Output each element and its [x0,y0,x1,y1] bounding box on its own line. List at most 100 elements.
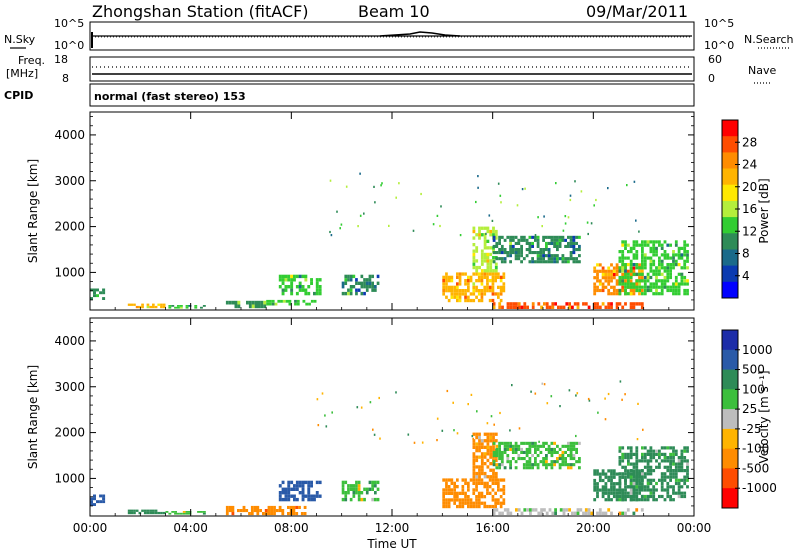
data-cell [141,509,144,512]
data-cell [517,454,521,458]
data-cell [610,478,613,483]
data-cell [677,253,681,257]
data-cell [483,275,487,279]
data-cell [629,449,633,453]
data-cell [640,302,644,306]
data-cell [666,285,670,289]
data-cell [641,485,644,489]
data-cell [102,500,106,504]
data-cell [344,281,348,285]
data-cell [621,240,625,244]
data-cell [607,288,611,293]
data-cell [154,509,158,512]
data-cell [472,289,476,293]
data-cell [658,266,661,270]
data-cell [641,256,644,260]
data-cell [663,266,667,270]
data-cell [478,229,481,234]
data-cell [503,450,507,454]
data-cell [640,305,644,309]
data-cell [503,248,507,252]
data-cell [486,285,489,289]
data-cell [486,491,489,495]
data-cell [683,288,687,293]
data-cell [561,235,565,239]
data-cell [607,279,611,283]
data-cell [360,497,364,502]
data-cell [475,475,479,479]
data-cell [464,282,467,286]
data-cell [641,498,644,502]
data-cell [494,501,497,505]
data-cell [475,471,479,476]
data-cell [372,428,374,431]
data-cell [308,302,311,306]
y-tick-label: 1000 [54,471,85,485]
data-cell [660,472,664,476]
data-cell [632,475,636,479]
data-cell [486,262,490,266]
data-cell [666,269,670,273]
data-cell [295,285,299,289]
data-cell [646,285,650,289]
data-cell [514,441,518,445]
data-cell [621,272,625,277]
data-cell [618,279,622,283]
data-cell [363,291,366,296]
data-cell [641,475,644,479]
data-cell [621,488,625,492]
data-cell [641,253,644,257]
data-cell [260,304,264,309]
data-cell [93,503,96,506]
data-cell [464,295,467,299]
data-cell [450,491,454,495]
data-cell [528,444,532,448]
data-cell [621,266,625,270]
data-cell [288,302,292,306]
data-cell [133,509,136,512]
data-cell [483,485,487,489]
data-cell [635,266,639,270]
data-cell [499,289,503,293]
data-cell [542,444,545,448]
data-cell [273,512,276,516]
data-cell [357,497,361,502]
data-cell [669,475,672,479]
freq-label-2: [MHz] [6,67,38,80]
data-cell [601,276,605,280]
data-cell [593,282,597,286]
data-cell [491,275,495,279]
data-cell [567,216,570,219]
data-cell [618,269,622,273]
data-cell [456,478,459,482]
data-cell [511,444,515,448]
data-cell [445,498,448,502]
data-cell [638,292,641,296]
data-cell [495,244,499,248]
data-cell [641,263,644,267]
data-cell [683,459,687,463]
data-cell [553,450,556,454]
data-cell [253,509,257,513]
data-cell [576,305,580,309]
data-cell [632,256,636,260]
data-cell [569,450,573,454]
data-cell [288,299,292,303]
data-cell [475,435,479,440]
data-cell [511,447,515,451]
data-cell [642,428,644,431]
data-cell [99,291,103,295]
data-cell [677,285,681,289]
data-cell [627,275,630,280]
data-cell [610,272,613,277]
data-region [442,478,506,509]
data-cell [445,282,448,286]
data-cell [318,291,322,296]
data-cell [517,257,521,261]
data-cell [612,276,616,280]
data-cell [522,463,526,467]
data-cell [489,462,493,466]
data-cell [672,292,675,296]
data-cell [638,472,641,476]
data-cell [315,491,319,495]
